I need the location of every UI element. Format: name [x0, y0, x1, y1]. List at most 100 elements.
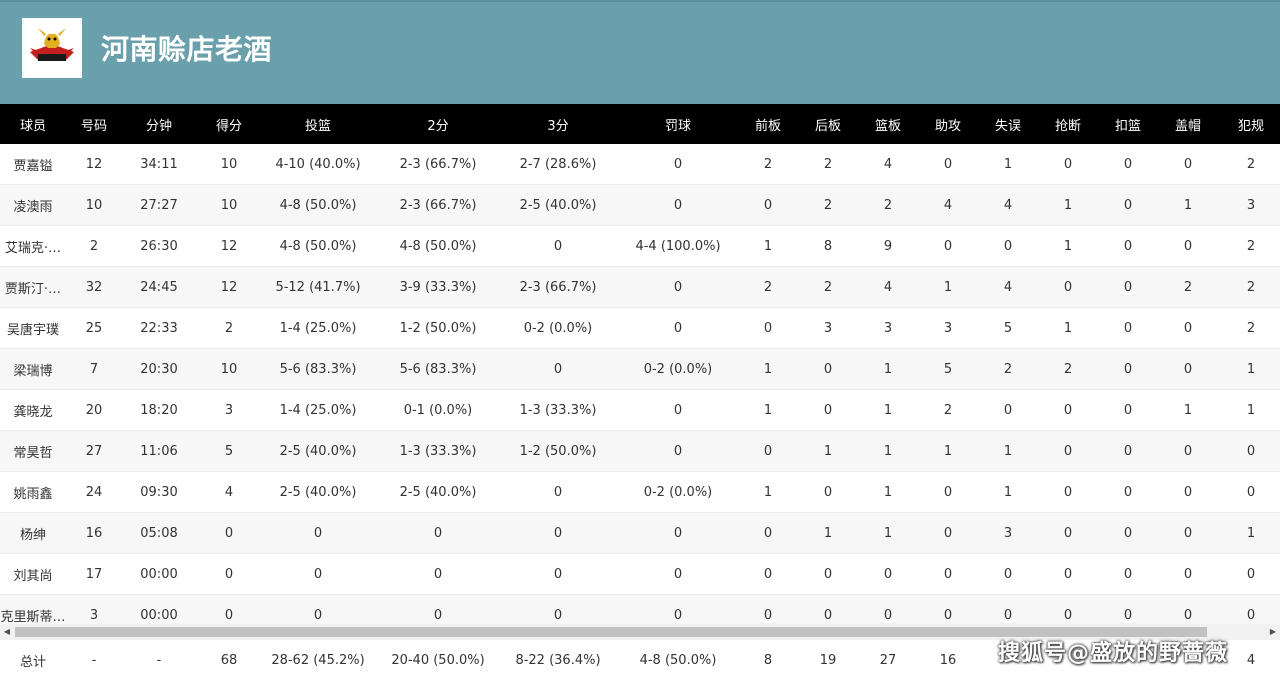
column-header[interactable]: 失误 [982, 104, 1034, 144]
column-header[interactable]: 号码 [66, 104, 122, 144]
stat-cell: 2 [196, 307, 262, 349]
column-header[interactable]: 助攻 [914, 104, 982, 144]
scroll-right-icon[interactable]: ▶ [1269, 627, 1277, 636]
stat-cell: 2-3 (66.7%) [502, 266, 614, 308]
stat-cell: 0 [374, 594, 502, 624]
stat-cell: 0 [502, 471, 614, 513]
stat-cell: 5-6 (83.3%) [262, 348, 374, 390]
stat-cell: 25 [66, 307, 122, 349]
total-cell: 4-8 (50.0%) [614, 640, 742, 681]
stat-cell: 0 [1154, 553, 1222, 595]
stat-cell: 0 [1102, 184, 1154, 226]
column-header[interactable]: 后板 [794, 104, 862, 144]
stat-cell: 0 [1222, 471, 1280, 513]
stat-cell: 0 [982, 553, 1034, 595]
table-row: 姚雨鑫 24 09:30 4 2-5 (40.0%) 2-5 (40.0%) 0 0-2 (0… [0, 471, 1280, 513]
stat-cell: 5 [914, 348, 982, 390]
stat-cell: 0 [742, 430, 794, 472]
column-header[interactable]: 篮板 [862, 104, 914, 144]
stat-cell: 2 [1222, 266, 1280, 308]
stat-cell: 0 [742, 594, 794, 624]
stat-cell: 1 [1154, 389, 1222, 431]
scroll-thumb[interactable] [15, 627, 1207, 637]
stat-cell: 0 [614, 553, 742, 595]
column-header[interactable]: 犯规 [1222, 104, 1280, 144]
stat-cell: 1 [982, 471, 1034, 513]
table-row: 吴唐宇璞 25 22:33 2 1-4 (25.0%) 1-2 (50.0%) 0-2 (0… [0, 307, 1280, 349]
stat-cell: 0 [862, 594, 914, 624]
stat-cell: 4 [196, 471, 262, 513]
stat-cell: 27:27 [122, 184, 196, 226]
column-header[interactable]: 3分 [502, 104, 614, 144]
stat-cell: 0 [914, 594, 982, 624]
player-name-cell[interactable]: 凌澳雨 [0, 184, 66, 226]
column-header[interactable]: 扣篮 [1102, 104, 1154, 144]
total-cell: 27 [862, 640, 914, 681]
player-name-cell[interactable]: 刘其尚 [0, 553, 66, 595]
total-cell [1154, 640, 1222, 681]
stat-cell: 0 [742, 553, 794, 595]
stat-cell: 0 [982, 225, 1034, 267]
player-name-cell[interactable]: 姚雨鑫 [0, 471, 66, 513]
stat-cell: 0 [1034, 553, 1102, 595]
stat-cell: 0 [1222, 553, 1280, 595]
stat-cell: 0 [982, 389, 1034, 431]
stat-cell: 0 [794, 553, 862, 595]
player-name-cell[interactable]: 克里斯蒂… [0, 594, 66, 624]
column-header[interactable]: 2分 [374, 104, 502, 144]
totals-row: 总计 - -68 28-62 (45.2%) 20-40 (50.0%) 8-22 (36… [0, 640, 1280, 681]
stat-cell: 0 [614, 389, 742, 431]
stat-cell: 0 [1034, 266, 1102, 308]
stat-cell: 20:30 [122, 348, 196, 390]
table-row: 克里斯蒂… 3 00:00 0 0 0 0 0 0 0 0 0 0 0 0 0 0 [0, 594, 1280, 624]
player-name-cell[interactable]: 杨绅 [0, 512, 66, 554]
stat-cell: 8 [794, 225, 862, 267]
player-name-cell[interactable]: 梁瑞博 [0, 348, 66, 390]
column-header[interactable]: 得分 [196, 104, 262, 144]
column-header[interactable]: 盖帽 [1154, 104, 1222, 144]
player-name-cell[interactable]: 贾嘉镒 [0, 144, 66, 185]
stat-cell: 1 [862, 430, 914, 472]
stat-cell: 2-3 (66.7%) [374, 184, 502, 226]
stat-cell: 1-2 (50.0%) [502, 430, 614, 472]
player-name-cell[interactable]: 贾斯汀·… [0, 266, 66, 308]
stat-cell: 0 [1102, 144, 1154, 185]
player-name-cell[interactable]: 龚晓龙 [0, 389, 66, 431]
stat-cell: 2-7 (28.6%) [502, 144, 614, 185]
stat-cell: 12 [196, 225, 262, 267]
scroll-left-icon[interactable]: ◀ [3, 627, 11, 636]
stat-cell: 24 [66, 471, 122, 513]
stat-cell: 9 [862, 225, 914, 267]
stat-cell: 1 [742, 225, 794, 267]
team-header: 河南赊店老酒 [0, 0, 1280, 104]
stat-cell: 4 [862, 144, 914, 185]
stat-cell: 0 [862, 553, 914, 595]
column-header[interactable]: 投篮 [262, 104, 374, 144]
stat-cell: 2 [1154, 266, 1222, 308]
stat-cell: 0 [262, 594, 374, 624]
stat-cell: 0 [502, 225, 614, 267]
player-name-cell[interactable]: 常昊哲 [0, 430, 66, 472]
player-name-cell[interactable]: 吴唐宇璞 [0, 307, 66, 349]
stat-cell: 05:08 [122, 512, 196, 554]
column-header[interactable]: 分钟 [122, 104, 196, 144]
column-header[interactable]: 抢断 [1034, 104, 1102, 144]
stat-cell: 0 [1102, 348, 1154, 390]
stat-cell: 0 [1034, 471, 1102, 513]
stat-cell: 3 [196, 389, 262, 431]
column-header[interactable]: 罚球 [614, 104, 742, 144]
stat-cell: 0 [1222, 594, 1280, 624]
column-header[interactable]: 前板 [742, 104, 794, 144]
bull-logo-icon [30, 28, 74, 61]
stat-cell: 26:30 [122, 225, 196, 267]
stat-cell: 5 [982, 307, 1034, 349]
stat-cell: 0 [1034, 389, 1102, 431]
stat-cell: 0 [742, 184, 794, 226]
player-name-cell[interactable]: 艾瑞克·… [0, 225, 66, 267]
stat-cell: 1 [1154, 184, 1222, 226]
stat-cell: 2 [1222, 307, 1280, 349]
horizontal-scrollbar[interactable]: ◀ ▶ [0, 624, 1280, 640]
stat-cell: 4 [862, 266, 914, 308]
stat-cell: 0 [1154, 307, 1222, 349]
column-header[interactable]: 球员 [0, 104, 66, 144]
